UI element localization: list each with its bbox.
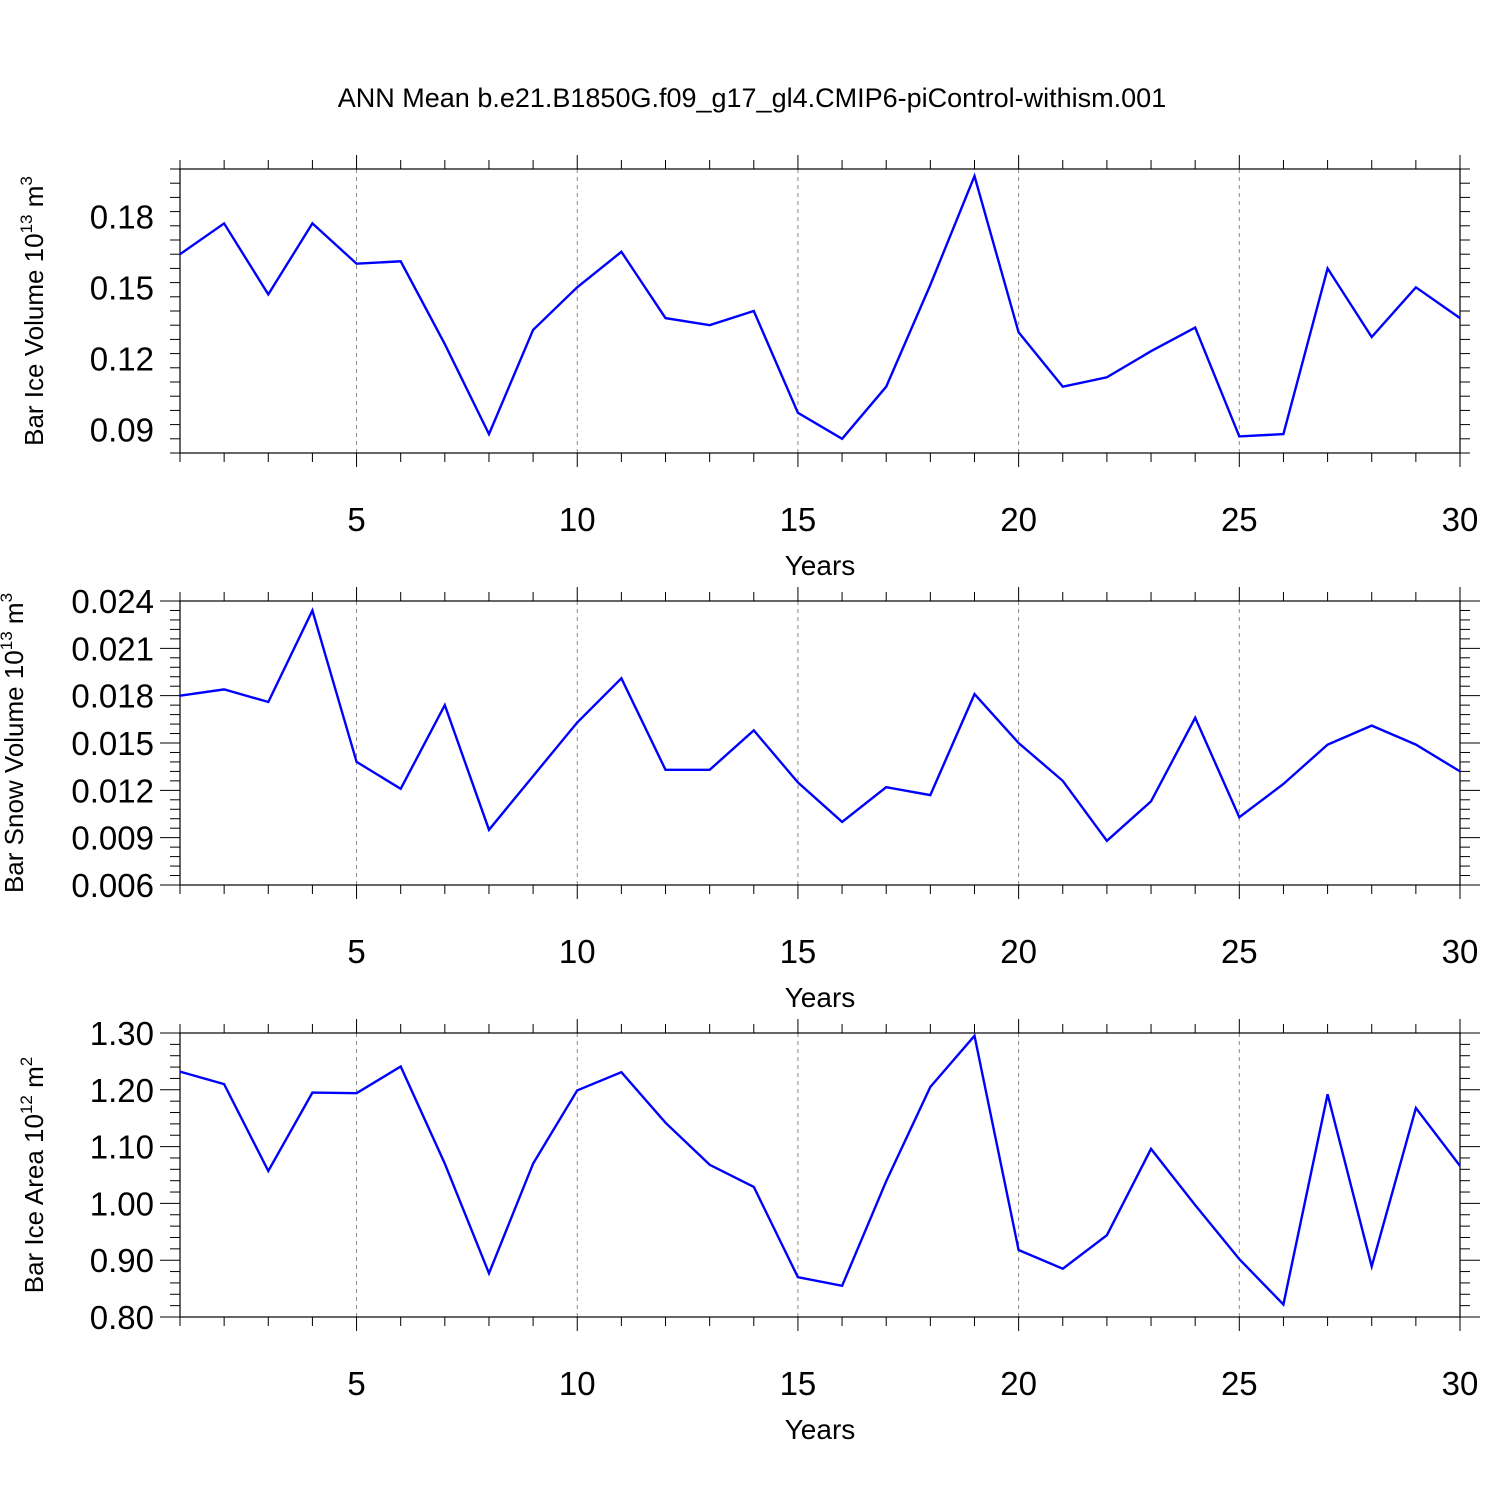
- y-tick-label: 1.30: [90, 1015, 154, 1052]
- series-line: [179, 172, 1461, 441]
- y-tick-label: 0.015: [71, 725, 154, 762]
- x-tick-label: 10: [559, 1365, 596, 1402]
- x-tick-label: 30: [1442, 933, 1479, 970]
- x-tick-label: 10: [559, 933, 596, 970]
- y-axis-label-unit: m: [0, 602, 29, 631]
- series-line: [179, 1033, 1461, 1307]
- y-tick-label: 1.20: [90, 1072, 154, 1109]
- x-tick-label: 10: [559, 501, 596, 538]
- panel-1: 5 10 15 20 25 30 Years 0.09 0.12 0.15 0.18 Bar Ice …: [17, 155, 1478, 581]
- panel-2: 5 10 15 20 25 30 Years 0.006 0.009 0.012 0.015 0.01…: [0, 583, 1480, 1013]
- x-axis-label: Years: [785, 1414, 856, 1445]
- x-tick-label: 15: [780, 501, 817, 538]
- y-tick-label: 1.10: [90, 1129, 154, 1166]
- y-axis-label-unit: m: [19, 186, 49, 215]
- y-axis-label-unit-exp: 3: [17, 176, 36, 185]
- y-tick-label: 0.80: [90, 1299, 154, 1336]
- x-tick-label: 20: [1000, 501, 1037, 538]
- y-axis-label-text: Bar Ice Volume 10: [19, 233, 49, 445]
- y-tick-label: 1.00: [90, 1185, 154, 1222]
- y-axis-label: Bar Ice Area 1012 m2: [17, 1057, 49, 1294]
- x-tick-label: 15: [780, 933, 817, 970]
- series-line: [179, 607, 1461, 843]
- y-tick-label: 0.006: [71, 867, 154, 904]
- y-tick-label: 0.18: [90, 198, 154, 235]
- y-tick-label: 0.12: [90, 340, 154, 377]
- y-axis-label: Bar Snow Volume 1013 m3: [0, 593, 29, 893]
- plot-frame: [179, 600, 1461, 886]
- y-axis-label-unit-exp: 2: [17, 1057, 36, 1066]
- y-tick-label: 0.024: [71, 583, 154, 620]
- y-axis-label-unit-exp: 3: [0, 593, 16, 602]
- x-tick-label: 5: [347, 933, 365, 970]
- y-tick-label: 0.09: [90, 411, 154, 448]
- x-tick-label: 5: [347, 501, 365, 538]
- x-tick-label: 25: [1221, 1365, 1258, 1402]
- y-tick-label: 0.012: [71, 772, 154, 809]
- x-tick-label: 30: [1442, 1365, 1479, 1402]
- y-axis-label-exp: 13: [0, 631, 16, 650]
- y-axis-label-exp: 12: [17, 1095, 36, 1114]
- figure-title: ANN Mean b.e21.B1850G.f09_g17_gl4.CMIP6-…: [338, 83, 1166, 113]
- x-tick-label: 5: [347, 1365, 365, 1402]
- panel-3: 5 10 15 20 25 30 Years 0.80 0.90 1.00 1.10 1.20 1.30…: [17, 1015, 1480, 1445]
- y-tick-label: 0.009: [71, 820, 154, 857]
- y-tick-label: 0.15: [90, 269, 154, 306]
- x-tick-label: 25: [1221, 501, 1258, 538]
- y-axis-label: Bar Ice Volume 1013 m3: [17, 176, 49, 446]
- x-tick-label: 25: [1221, 933, 1258, 970]
- y-axis-label-unit: m: [19, 1066, 49, 1095]
- plot-frame: [179, 168, 1461, 454]
- plot-frame: [179, 1032, 1461, 1318]
- y-axis-label-text: Bar Ice Area 10: [19, 1114, 49, 1293]
- y-tick-label: 0.018: [71, 678, 154, 715]
- x-tick-label: 20: [1000, 1365, 1037, 1402]
- x-axis-label: Years: [785, 982, 856, 1013]
- y-tick-label: 0.90: [90, 1242, 154, 1279]
- x-tick-label: 15: [780, 1365, 817, 1402]
- y-tick-label: 0.021: [71, 630, 154, 667]
- x-axis-label: Years: [785, 550, 856, 581]
- y-axis-label-exp: 13: [17, 214, 36, 233]
- y-axis-label-text: Bar Snow Volume 10: [0, 650, 29, 893]
- x-tick-label: 20: [1000, 933, 1037, 970]
- x-tick-label: 30: [1442, 501, 1479, 538]
